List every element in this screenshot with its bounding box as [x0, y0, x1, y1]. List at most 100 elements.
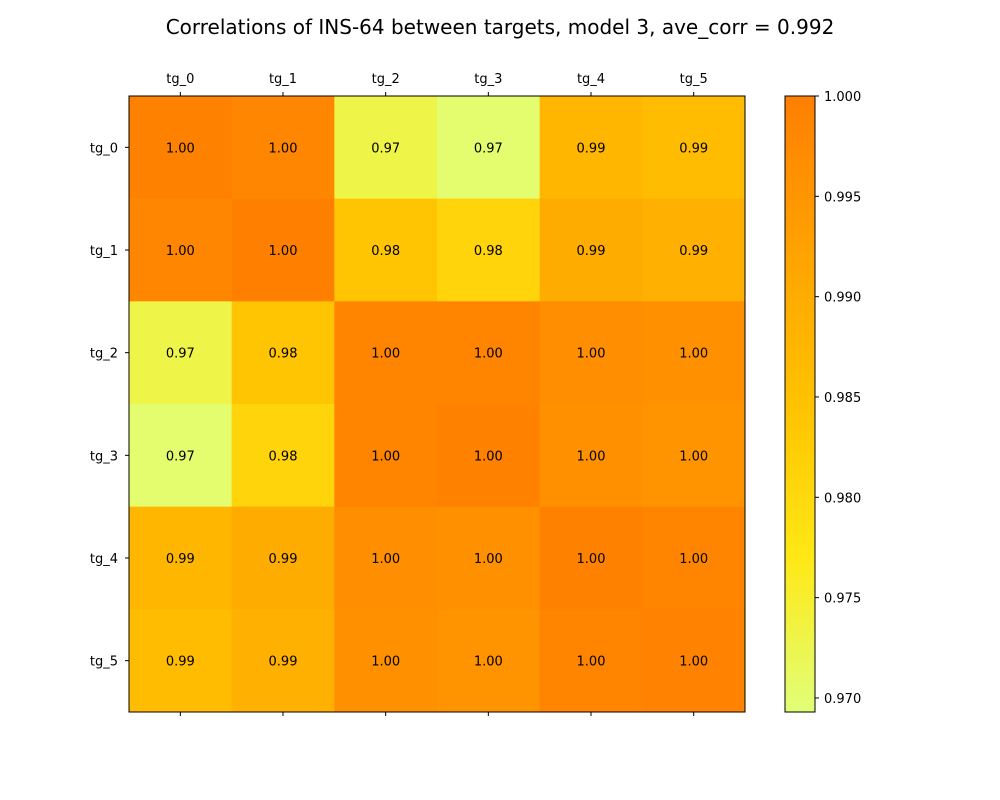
- heatmap-cell: [539, 609, 643, 713]
- cell-value-label: 0.99: [577, 141, 606, 156]
- heatmap-cell: [437, 506, 541, 610]
- heatmap-cell: [334, 506, 438, 610]
- heatmap-cells: [129, 96, 746, 713]
- cell-value-label: 0.99: [269, 552, 298, 567]
- cell-value-label: 1.00: [166, 141, 195, 156]
- heatmap-cell: [642, 404, 746, 508]
- colorbar-tick-label: 0.985: [824, 391, 861, 406]
- cell-value-label: 1.00: [577, 449, 606, 464]
- colorbar-tick-label: 0.995: [824, 190, 861, 205]
- colorbar-tick-label: 1.000: [824, 90, 861, 105]
- heatmap-cell: [539, 506, 643, 610]
- cell-value-label: 1.00: [577, 655, 606, 670]
- x-axis-ticks: tg_0 tg_1 tg_2 tg_3 tg_4 tg_5: [166, 72, 708, 716]
- colorbar-tick-label: 0.980: [824, 491, 861, 506]
- heatmap-cell: [334, 301, 438, 405]
- heatmap-cell: [642, 506, 746, 610]
- chart-title: Correlations of INS-64 between targets, …: [166, 15, 835, 39]
- heatmap-cell: [437, 96, 541, 200]
- heatmap-cell-labels: 1.00 1.00 0.97 0.97 0.99 0.99 1.00 1.00 0.98 0.98…: [166, 141, 708, 669]
- cell-value-label: 1.00: [371, 347, 400, 362]
- cell-value-label: 0.97: [371, 141, 400, 156]
- x-tick-label: tg_1: [269, 72, 297, 87]
- heatmap-cell: [437, 404, 541, 508]
- cell-value-label: 1.00: [679, 552, 708, 567]
- heatmap-cell: [539, 301, 643, 405]
- cell-value-label: 0.97: [166, 347, 195, 362]
- cell-value-label: 1.00: [474, 655, 503, 670]
- x-tick-label: tg_0: [166, 72, 194, 87]
- y-axis-ticks: tg_0 tg_1 tg_2 tg_3 tg_4 tg_5: [90, 141, 129, 670]
- heatmap-cell: [539, 198, 643, 302]
- cell-value-label: 0.99: [577, 244, 606, 259]
- heatmap-cell: [129, 198, 233, 302]
- heatmap-cell: [231, 96, 335, 200]
- cell-value-label: 1.00: [474, 347, 503, 362]
- cell-value-label: 0.98: [371, 244, 400, 259]
- cell-value-label: 1.00: [577, 347, 606, 362]
- cell-value-label: 0.99: [166, 552, 195, 567]
- heatmap-cell: [642, 609, 746, 713]
- cell-value-label: 1.00: [371, 552, 400, 567]
- heatmap-cell: [334, 96, 438, 200]
- x-tick-label: tg_3: [474, 72, 502, 87]
- heatmap-cell: [334, 198, 438, 302]
- cell-value-label: 1.00: [166, 244, 195, 259]
- cell-value-label: 1.00: [474, 449, 503, 464]
- heatmap-cell: [539, 404, 643, 508]
- heatmap-cell: [129, 301, 233, 405]
- y-tick-label: tg_1: [90, 244, 118, 259]
- cell-value-label: 0.99: [679, 244, 708, 259]
- heatmap-cell: [129, 96, 233, 200]
- cell-value-label: 0.99: [679, 141, 708, 156]
- x-tick-label: tg_5: [680, 72, 708, 87]
- cell-value-label: 1.00: [269, 141, 298, 156]
- y-tick-label: tg_3: [90, 449, 118, 464]
- cell-value-label: 0.97: [166, 449, 195, 464]
- cell-value-label: 0.97: [474, 141, 503, 156]
- heatmap-cell: [642, 96, 746, 200]
- heatmap-cell: [129, 609, 233, 713]
- cell-value-label: 1.00: [371, 449, 400, 464]
- heatmap-cell: [231, 609, 335, 713]
- cell-value-label: 0.98: [474, 244, 503, 259]
- heatmap-cell: [129, 506, 233, 610]
- y-tick-label: tg_4: [90, 552, 118, 567]
- heatmap-cell: [437, 609, 541, 713]
- x-tick-label: tg_4: [577, 72, 605, 87]
- cell-value-label: 1.00: [371, 655, 400, 670]
- heatmap-cell: [129, 404, 233, 508]
- heatmap-cell: [642, 198, 746, 302]
- cell-value-label: 1.00: [679, 347, 708, 362]
- cell-value-label: 0.98: [269, 449, 298, 464]
- colorbar: [784, 95, 816, 713]
- cell-value-label: 1.00: [679, 449, 708, 464]
- heatmap-cell: [437, 301, 541, 405]
- colorbar-tick-label: 0.975: [824, 592, 861, 607]
- cell-value-label: 1.00: [269, 244, 298, 259]
- cell-value-label: 1.00: [474, 552, 503, 567]
- heatmap-cell: [642, 301, 746, 405]
- colorbar-tick-label: 0.970: [824, 692, 861, 707]
- cell-value-label: 0.99: [269, 655, 298, 670]
- heatmap-cell: [334, 609, 438, 713]
- cell-value-label: 1.00: [679, 655, 708, 670]
- cell-value-label: 0.99: [166, 655, 195, 670]
- plot-frame: [128, 95, 746, 713]
- x-tick-label: tg_2: [372, 72, 400, 87]
- heatmap-cell: [231, 506, 335, 610]
- y-tick-label: tg_5: [90, 655, 118, 670]
- colorbar-tick-label: 0.990: [824, 291, 861, 306]
- y-tick-label: tg_2: [90, 347, 118, 362]
- heatmap-cell: [231, 404, 335, 508]
- y-tick-label: tg_0: [90, 141, 118, 156]
- colorbar-ticks: 0.970 0.975 0.980 0.985 0.990 0.995 1.000: [815, 90, 861, 707]
- heatmap-cell: [231, 301, 335, 405]
- heatmap-cell: [437, 198, 541, 302]
- heatmap-cell: [539, 96, 643, 200]
- heatmap-cell: [231, 198, 335, 302]
- heatmap-cell: [334, 404, 438, 508]
- cell-value-label: 0.98: [269, 347, 298, 362]
- cell-value-label: 1.00: [577, 552, 606, 567]
